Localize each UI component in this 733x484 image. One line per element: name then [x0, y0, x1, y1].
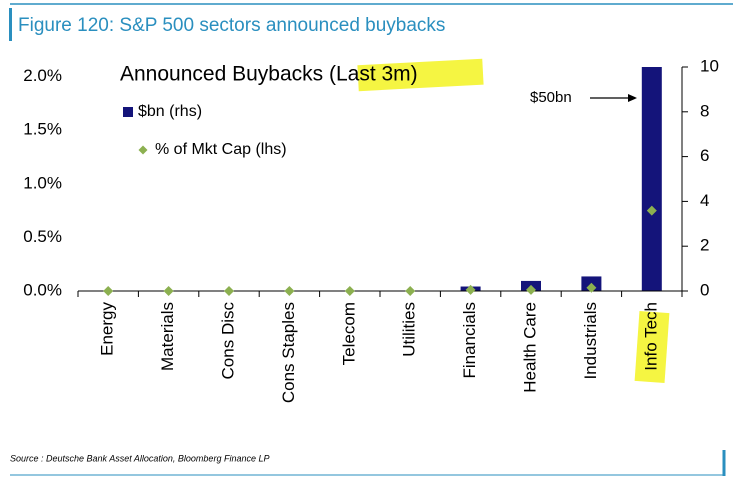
figure-title: Figure 120: S&P 500 sectors announced bu…	[18, 15, 445, 36]
frame-left	[9, 8, 12, 41]
x-tick-label: Cons Staples	[279, 302, 298, 403]
annotation: $50bn	[530, 89, 572, 106]
y2-tick-label: 4	[700, 191, 709, 210]
y2-tick-label: 6	[700, 146, 709, 165]
legend-swatch	[123, 107, 133, 117]
x-tick-label: Energy	[98, 302, 117, 356]
annotation-arrowhead	[628, 94, 637, 102]
point	[103, 286, 114, 296]
point	[163, 286, 174, 296]
y-tick-label: 2.0%	[23, 66, 62, 85]
point	[344, 286, 355, 296]
y-tick-label: 0.5%	[23, 227, 62, 246]
y-tick-label: 1.0%	[23, 173, 62, 192]
legend-title: Announced Buybacks (Last 3m)	[120, 63, 418, 86]
y-tick-label: 1.5%	[23, 120, 62, 139]
highlight	[357, 58, 484, 92]
point	[284, 286, 295, 296]
y2-tick-label: 2	[700, 236, 709, 255]
legend-label: $bn (rhs)	[138, 103, 202, 120]
x-tick-label: Materials	[158, 302, 177, 371]
x-tick-label: Info Tech	[641, 302, 660, 371]
y2-tick-label: 8	[700, 101, 709, 120]
bar	[641, 67, 662, 291]
point	[224, 286, 234, 296]
y2-tick-label: 0	[700, 280, 709, 299]
point	[405, 286, 416, 296]
x-tick-label: Health Care	[520, 302, 539, 393]
source: Source : Deutsche Bank Asset Allocation,…	[10, 453, 269, 463]
point	[526, 284, 536, 295]
highlight	[634, 311, 670, 383]
y-tick-label: 0.0%	[23, 280, 62, 299]
x-tick-label: Utilities	[400, 302, 419, 357]
y2-tick-label: 10	[700, 56, 719, 75]
point	[465, 284, 476, 295]
x-tick-label: Telecom	[339, 302, 358, 365]
point	[586, 282, 597, 293]
x-tick-label: Industrials	[581, 302, 600, 379]
legend-label: % of Mkt Cap (lhs)	[155, 141, 287, 158]
x-tick-label: Cons Disc	[218, 302, 237, 380]
x-tick-label: Financials	[460, 302, 479, 379]
point	[646, 205, 657, 216]
legend-swatch	[138, 145, 148, 155]
plot-area	[460, 67, 662, 291]
